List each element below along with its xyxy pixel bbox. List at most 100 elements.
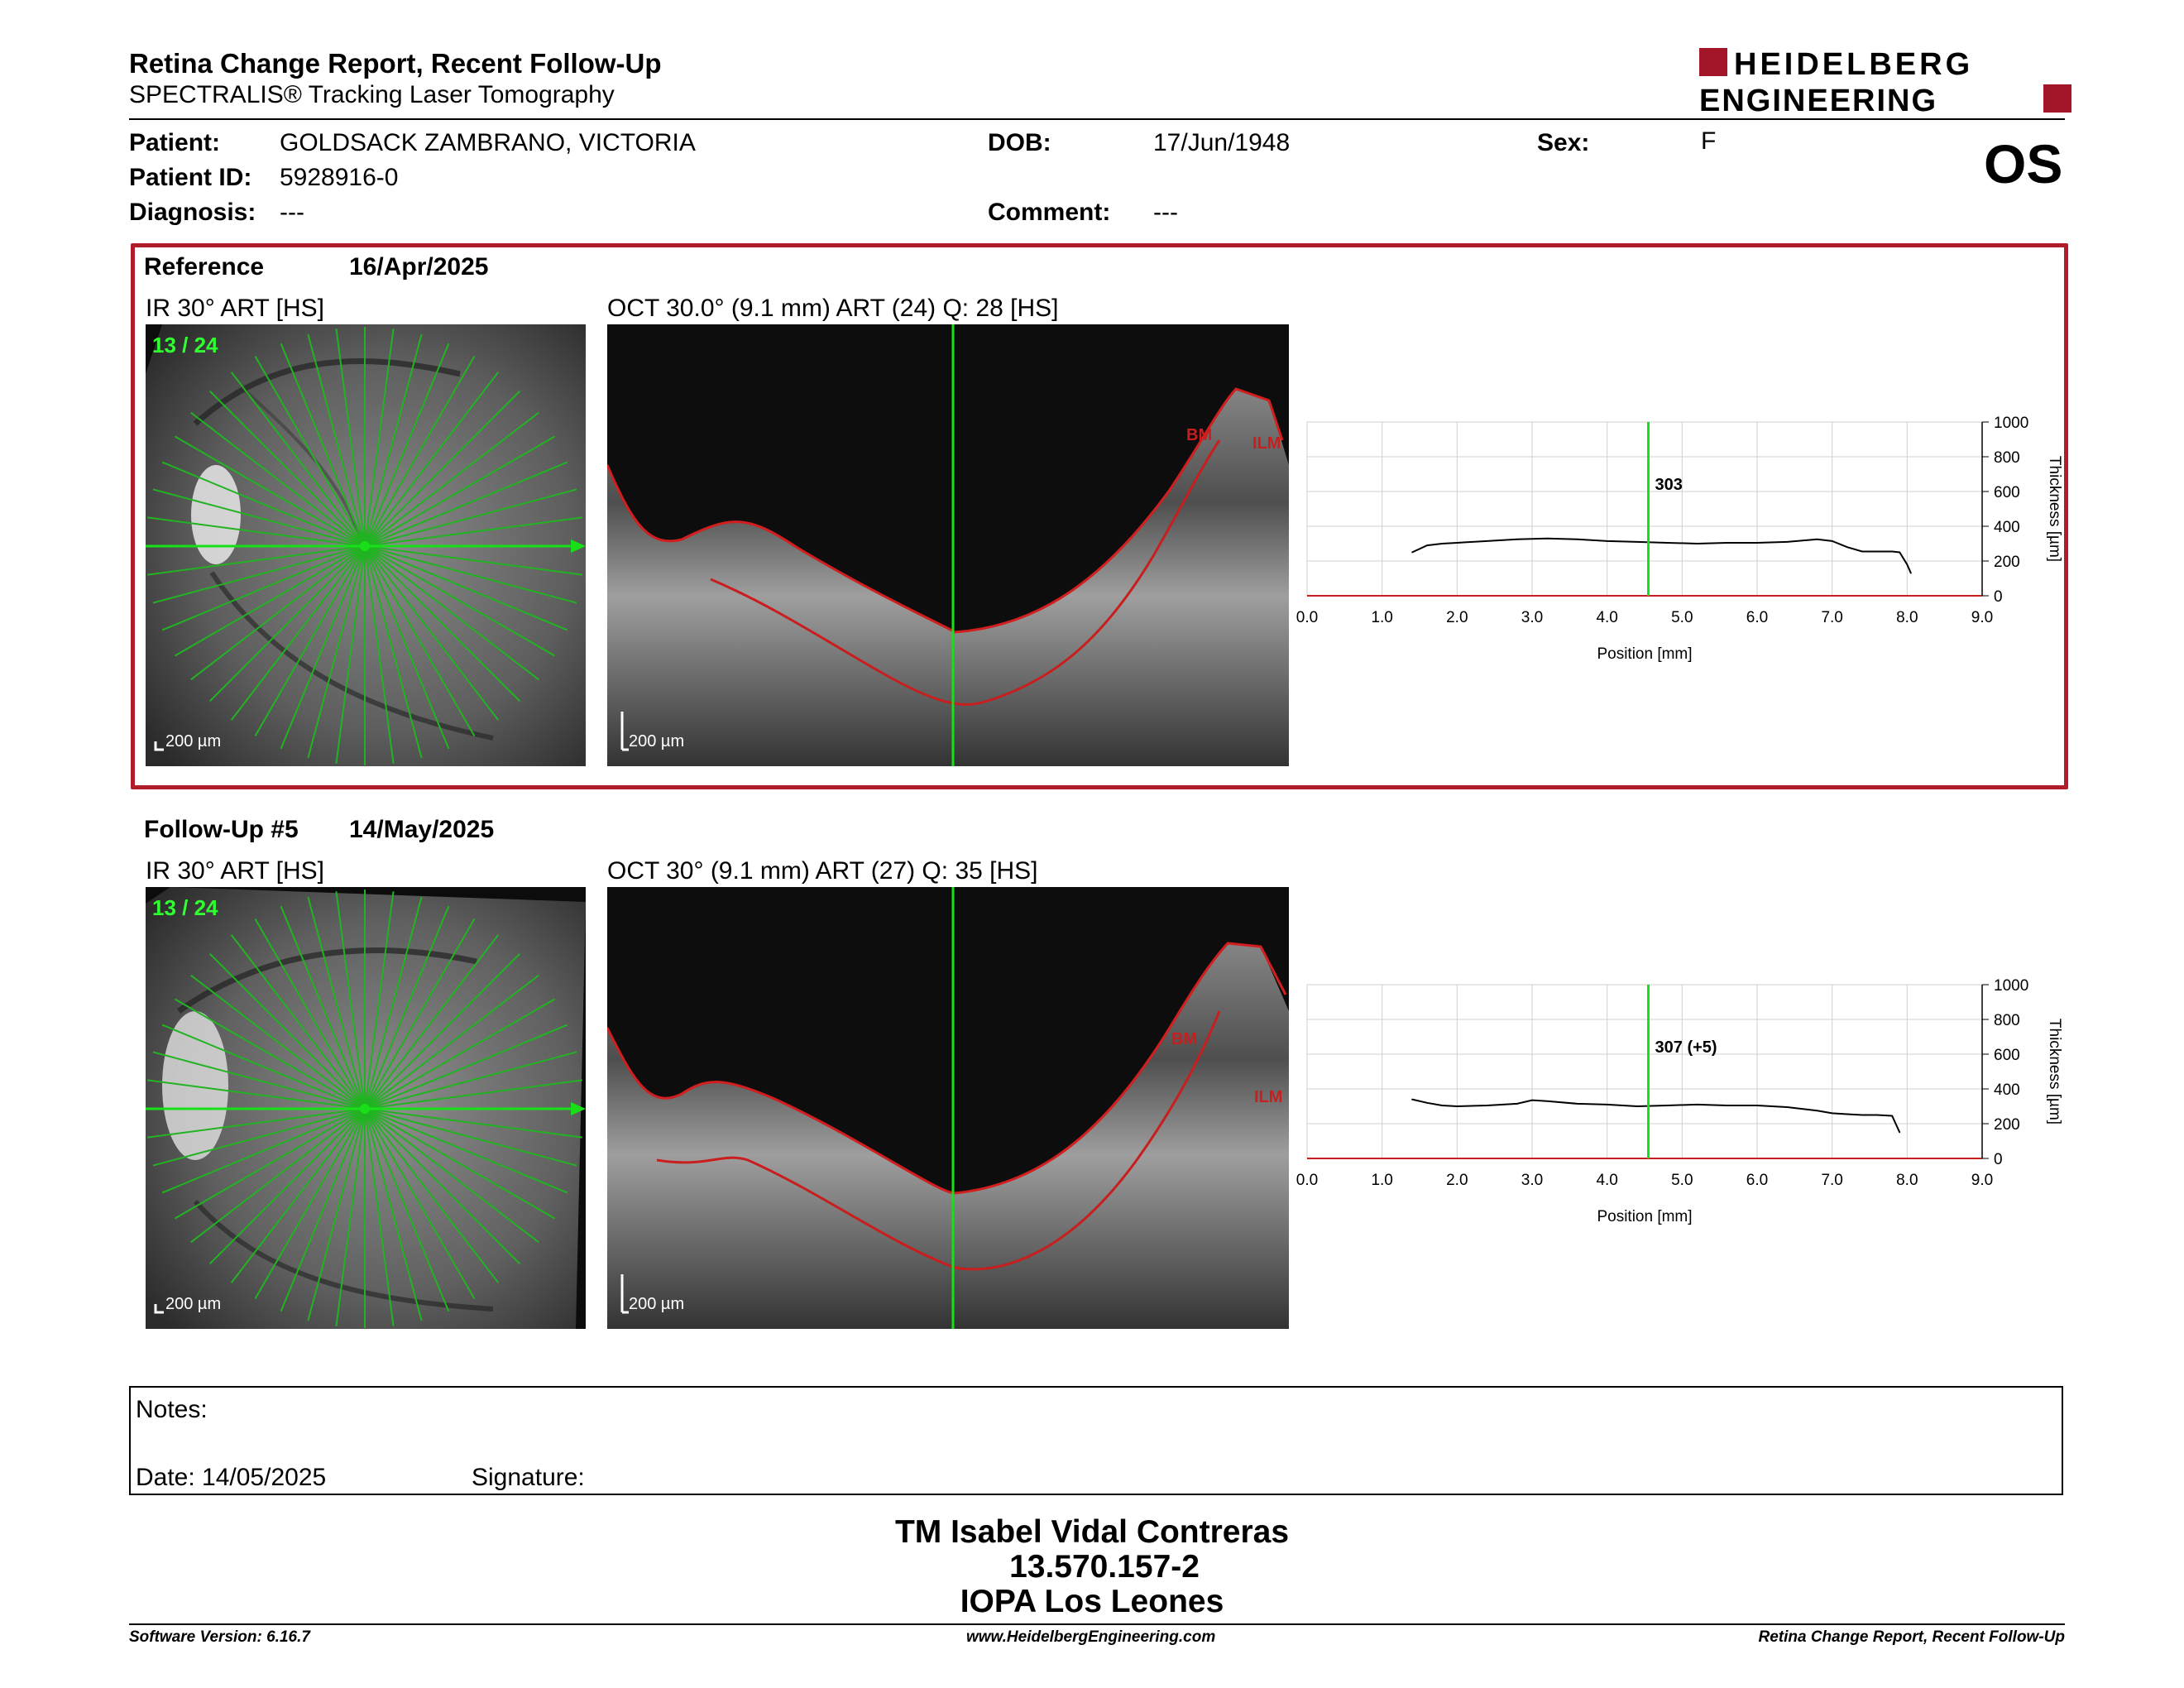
footer-divider [129, 1623, 2065, 1625]
cursor-value-label: 303 [1655, 476, 1683, 494]
x-tick-label: 0.0 [1296, 609, 1318, 626]
data-point [1756, 542, 1758, 544]
website-link[interactable]: www.HeidelbergEngineering.com [966, 1628, 1216, 1646]
x-tick-label: 8.0 [1896, 1172, 1918, 1189]
data-point [1576, 1103, 1578, 1105]
y-tick-label: 1000 [1994, 415, 2028, 432]
x-tick-label: 3.0 [1521, 609, 1543, 626]
signatory-id: 13.570.157-2 [1009, 1549, 1200, 1585]
x-tick-label: 6.0 [1746, 609, 1768, 626]
y-tick-label: 0 [1994, 588, 2003, 606]
software-version: Software Version: 6.16.7 [129, 1628, 310, 1646]
notes-box[interactable]: Notes: Date: 14/05/2025 Signature: [129, 1386, 2063, 1495]
y-tick-label: 400 [1994, 1081, 2020, 1099]
data-point [1426, 544, 1428, 546]
data-point [1786, 1106, 1789, 1108]
followup-oct-bscan[interactable]: BM ILM 200 µm [607, 887, 1289, 1329]
data-point [1576, 538, 1578, 540]
x-tick-label: 4.0 [1596, 609, 1617, 626]
x-tick-label: 5.0 [1671, 1172, 1693, 1189]
y-tick-label: 1000 [1994, 977, 2028, 995]
data-point [1546, 1100, 1548, 1102]
data-point [1546, 537, 1548, 539]
data-point [1606, 540, 1608, 542]
followup-ir-scale: 200 µm [165, 1295, 221, 1313]
data-point [1899, 551, 1901, 554]
y-tick-label: 800 [1994, 1012, 2020, 1029]
followup-ilm-label: ILM [1254, 1088, 1282, 1106]
data-point [1891, 1115, 1893, 1117]
x-tick-label: 0.0 [1296, 1172, 1318, 1189]
data-point [1456, 1105, 1458, 1107]
data-point [1411, 551, 1413, 554]
data-point [1726, 542, 1728, 544]
header-divider [129, 118, 2065, 120]
followup-ir-image[interactable]: 13 / 24 200 µm [146, 887, 586, 1329]
reference-frame [131, 243, 2068, 789]
data-point [1906, 563, 1909, 565]
y-tick-label: 600 [1994, 1047, 2020, 1064]
thickness-line [1411, 537, 1912, 574]
comment-value: --- [1153, 199, 1178, 226]
data-point [1696, 543, 1698, 544]
data-point [1636, 1105, 1638, 1107]
data-point [1756, 1105, 1758, 1106]
followup-date: 14/May/2025 [349, 816, 495, 843]
reference-oct-bscan[interactable]: BM ILM 200 µm [607, 324, 1289, 766]
x-tick-label: 6.0 [1746, 1172, 1768, 1189]
x-tick-label: 7.0 [1821, 609, 1842, 626]
signatory-name: TM Isabel Vidal Contreras [894, 1514, 1290, 1550]
y-tick-label: 800 [1994, 449, 2020, 467]
data-point [1441, 543, 1443, 544]
data-point [1816, 538, 1818, 540]
data-point [1899, 1131, 1901, 1134]
sex-value: F [1701, 127, 1717, 155]
y-tick-label: 400 [1994, 519, 2020, 536]
data-point [1831, 540, 1833, 542]
y-tick-label: 600 [1994, 484, 2020, 501]
reference-ir-scale: 200 µm [165, 732, 221, 750]
data-point [1910, 572, 1912, 574]
y-axis-label: Thickness [µm] [2046, 1019, 2063, 1125]
data-point [1846, 1113, 1848, 1115]
reference-bm-label: BM [1186, 426, 1212, 444]
dob-label: DOB: [988, 129, 1051, 156]
x-tick-label: 5.0 [1671, 609, 1693, 626]
data-point [1456, 542, 1458, 544]
comment-label: Comment: [988, 199, 1111, 226]
x-tick-label: 2.0 [1446, 609, 1468, 626]
x-tick-label: 8.0 [1896, 609, 1918, 626]
report-subtitle: SPECTRALIS® Tracking Laser Tomography [129, 81, 615, 108]
patient-label: Patient: [129, 129, 221, 156]
data-point [1786, 541, 1789, 543]
data-point [1861, 550, 1863, 553]
x-axis-label: Position [mm] [1597, 1208, 1692, 1225]
followup-bm-label: BM [1171, 1030, 1197, 1048]
diagnosis-value: --- [280, 199, 304, 226]
reference-date: 16/Apr/2025 [349, 253, 489, 281]
notes-date: Date: 14/05/2025 [136, 1464, 327, 1491]
data-point [1876, 550, 1878, 553]
data-point [1666, 1105, 1668, 1106]
followup-oct-scale: 200 µm [629, 1295, 684, 1313]
dob-value: 17/Jun/1948 [1153, 129, 1291, 156]
reference-ir-image[interactable]: 13 / 24 200 µm [146, 324, 586, 766]
data-point [1696, 1104, 1698, 1105]
diagnosis-label: Diagnosis: [129, 199, 256, 226]
followup-scan-index: 13 / 24 [152, 895, 218, 920]
signatory-institution: IOPA Los Leones [960, 1584, 1224, 1619]
notes-signature-label: Signature: [472, 1464, 585, 1491]
x-tick-label: 2.0 [1446, 1172, 1468, 1189]
cursor-value-label: 307 (+5) [1655, 1038, 1717, 1057]
report-title: Retina Change Report, Recent Follow-Up [129, 48, 662, 79]
x-tick-label: 9.0 [1971, 1172, 1993, 1189]
data-point [1486, 1105, 1488, 1106]
logo-line2: ENGINEERING [1699, 84, 1937, 116]
data-point [1876, 1114, 1878, 1116]
footer-report-name: Retina Change Report, Recent Follow-Up [1758, 1628, 2065, 1646]
x-tick-label: 1.0 [1371, 1172, 1392, 1189]
reference-scan-index: 13 / 24 [152, 333, 218, 357]
y-tick-label: 0 [1994, 1151, 2003, 1168]
patient-name: GOLDSACK ZAMBRANO, VICTORIA [280, 129, 696, 156]
data-point [1516, 538, 1518, 540]
